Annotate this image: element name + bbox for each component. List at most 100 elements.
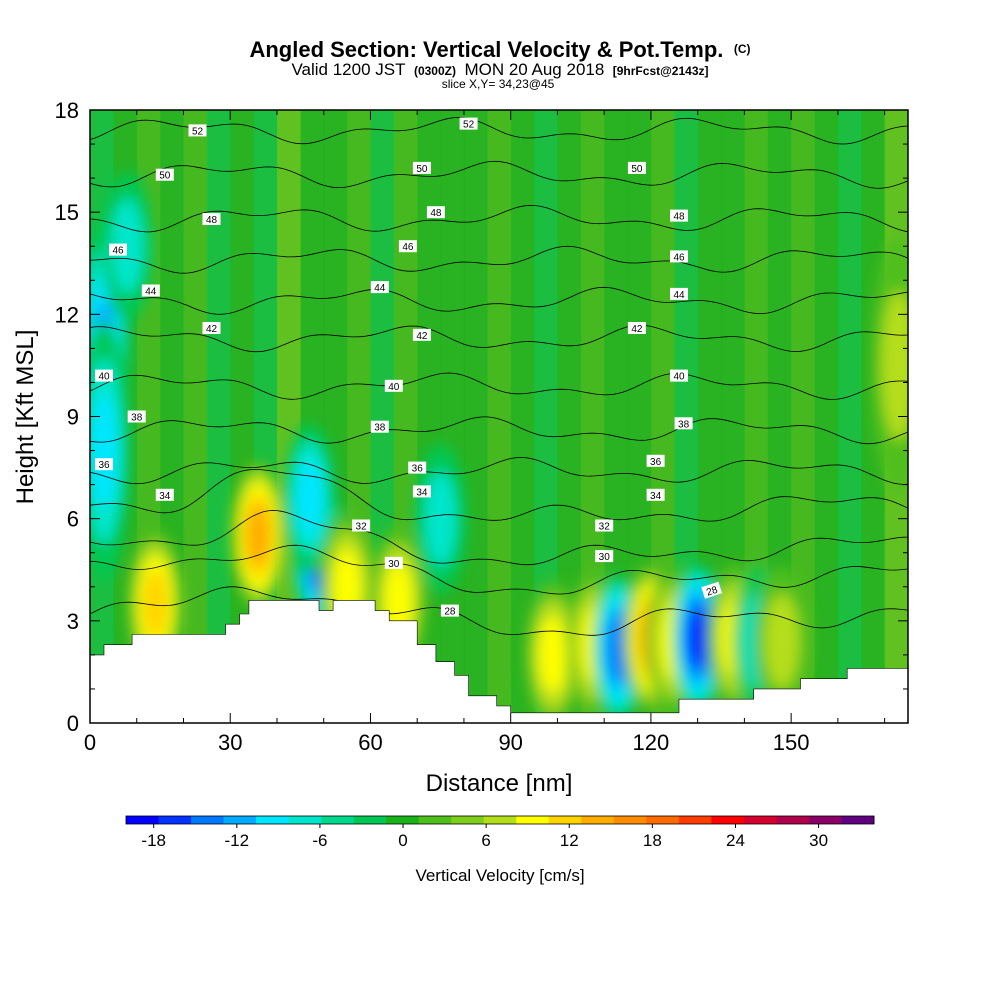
isentrope-label-text: 28 bbox=[444, 607, 456, 618]
velocity-band bbox=[814, 110, 839, 723]
x-tick-label: 60 bbox=[358, 730, 382, 755]
colorbar-tick-label: 18 bbox=[643, 831, 662, 850]
isentrope-label-text: 48 bbox=[206, 215, 218, 226]
isentrope-line bbox=[90, 372, 908, 400]
isentrope-label-text: 36 bbox=[650, 457, 662, 468]
isentrope-label: 28 bbox=[440, 604, 459, 618]
isentrope-line bbox=[90, 416, 908, 445]
velocity-cells bbox=[90, 171, 908, 723]
y-tick-label: 15 bbox=[55, 200, 79, 225]
isentrope-label-box bbox=[595, 519, 614, 532]
isentrope-label-text: 42 bbox=[416, 331, 428, 342]
isentrope-label-box bbox=[440, 604, 459, 617]
colorbar-swatch bbox=[288, 816, 322, 824]
isentrope-label-box bbox=[670, 369, 688, 382]
colorbar-swatch bbox=[418, 816, 452, 824]
isentrope-line bbox=[90, 286, 908, 315]
colorbar-swatch bbox=[451, 816, 485, 824]
y-tick-label: 6 bbox=[67, 507, 79, 532]
isentrope-label-text: 34 bbox=[159, 491, 171, 502]
colorbar-swatch bbox=[516, 816, 550, 824]
isentrope-label-text: 32 bbox=[356, 522, 368, 533]
colorbar-swatch bbox=[256, 816, 290, 824]
isentrope-label-text: 44 bbox=[673, 290, 685, 301]
isentrope-label: 32 bbox=[595, 519, 614, 533]
velocity-cell bbox=[143, 569, 168, 638]
isentrope-label-text: 50 bbox=[159, 171, 171, 182]
colorbar-tick-label: 30 bbox=[809, 831, 828, 850]
isentrope-lines bbox=[90, 117, 908, 636]
velocity-cell bbox=[687, 608, 708, 668]
x-axis-title: Distance [nm] bbox=[426, 770, 573, 797]
isentrope-label-box bbox=[670, 287, 688, 300]
isentrope-label-text: 32 bbox=[599, 522, 611, 533]
colorbar-title: Vertical Velocity [cm/s] bbox=[415, 866, 584, 885]
isentrope-label: 34 bbox=[155, 488, 174, 502]
isentrope-label: 52 bbox=[188, 124, 207, 137]
colorbar-swatch bbox=[353, 816, 387, 824]
isentrope-label-box bbox=[646, 488, 665, 501]
colorbar-swatch bbox=[841, 816, 875, 824]
isentrope-label: 40 bbox=[95, 369, 113, 383]
isentrope-label: 40 bbox=[670, 369, 688, 383]
isentrope-label-text: 52 bbox=[463, 120, 475, 131]
isentrope-label-text: 50 bbox=[416, 164, 428, 175]
isentrope-label-box bbox=[155, 168, 174, 181]
isentrope-line bbox=[90, 324, 908, 353]
velocity-cell bbox=[247, 504, 270, 568]
isentrope-label-text: 38 bbox=[131, 413, 143, 424]
isentrope-label: 36 bbox=[646, 454, 665, 468]
colorbar-swatch bbox=[581, 816, 615, 824]
isentrope-label-text: 38 bbox=[374, 423, 386, 434]
isentrope-label: 42 bbox=[412, 328, 431, 342]
isentrope-line bbox=[90, 469, 908, 522]
x-tick-label: 0 bbox=[84, 730, 96, 755]
isentrope-label-box bbox=[627, 322, 646, 334]
isentrope-label: 44 bbox=[141, 284, 160, 298]
isentrope-label-box bbox=[412, 328, 431, 341]
isentrope-labels: 28 30 32 34 36 38 40 42 44 46 48 50 52 52 50 50 48 48 46 46… bbox=[95, 117, 723, 618]
isentrope-label-box bbox=[408, 461, 427, 474]
isentrope-label-text: 34 bbox=[416, 487, 428, 498]
isentrope-label: 34 bbox=[412, 485, 431, 498]
isentrope-label: 44 bbox=[370, 281, 389, 294]
slice-info: slice X,Y= 34,23@45 bbox=[442, 77, 555, 91]
colorbar-tick-label: 0 bbox=[398, 831, 407, 850]
isentrope-label-box bbox=[109, 243, 127, 256]
x-tick-label: 150 bbox=[773, 730, 810, 755]
colorbar-swatch bbox=[776, 816, 810, 824]
isentrope-label-box bbox=[674, 417, 693, 430]
chart-title: Angled Section: Vertical Velocity & Pot.… bbox=[249, 37, 750, 62]
isentrope-label-box bbox=[202, 322, 221, 334]
isentrope-label: 32 bbox=[352, 519, 371, 533]
colorbar-swatch bbox=[678, 816, 712, 824]
isentrope-label-box bbox=[384, 556, 403, 569]
isentrope-label-box bbox=[141, 284, 160, 297]
isentrope-line bbox=[90, 544, 908, 595]
isentrope-label-box bbox=[595, 550, 614, 563]
y-tick-label: 9 bbox=[67, 405, 79, 430]
isentrope-label: 38 bbox=[674, 417, 693, 430]
colorbar-tick-label: 6 bbox=[481, 831, 490, 850]
isentrope-label-box bbox=[412, 485, 431, 498]
velocity-band bbox=[440, 110, 465, 723]
colorbar-tick-label: 12 bbox=[560, 831, 579, 850]
y-tick-label: 18 bbox=[55, 98, 79, 123]
isentrope-label-box bbox=[627, 161, 646, 174]
isentrope-label: 48 bbox=[426, 206, 445, 219]
isentrope-label-text: 52 bbox=[192, 126, 204, 137]
isentrope-label-text: 40 bbox=[673, 372, 685, 383]
isentrope-label: 52 bbox=[459, 117, 478, 131]
isentrope-label-box bbox=[459, 117, 478, 130]
isentrope-label-box bbox=[155, 488, 174, 501]
isentrope-label: 30 bbox=[595, 550, 614, 563]
isentrope-label-text: 42 bbox=[631, 324, 643, 335]
isentrope-line bbox=[90, 586, 908, 636]
isentrope-label-box bbox=[95, 458, 113, 471]
colorbar-swatch bbox=[321, 816, 355, 824]
isentrope-label: 50 bbox=[412, 161, 431, 175]
velocity-cell bbox=[538, 616, 567, 694]
isentrope-label-box bbox=[127, 410, 146, 423]
isentrope-label-box bbox=[188, 124, 207, 137]
